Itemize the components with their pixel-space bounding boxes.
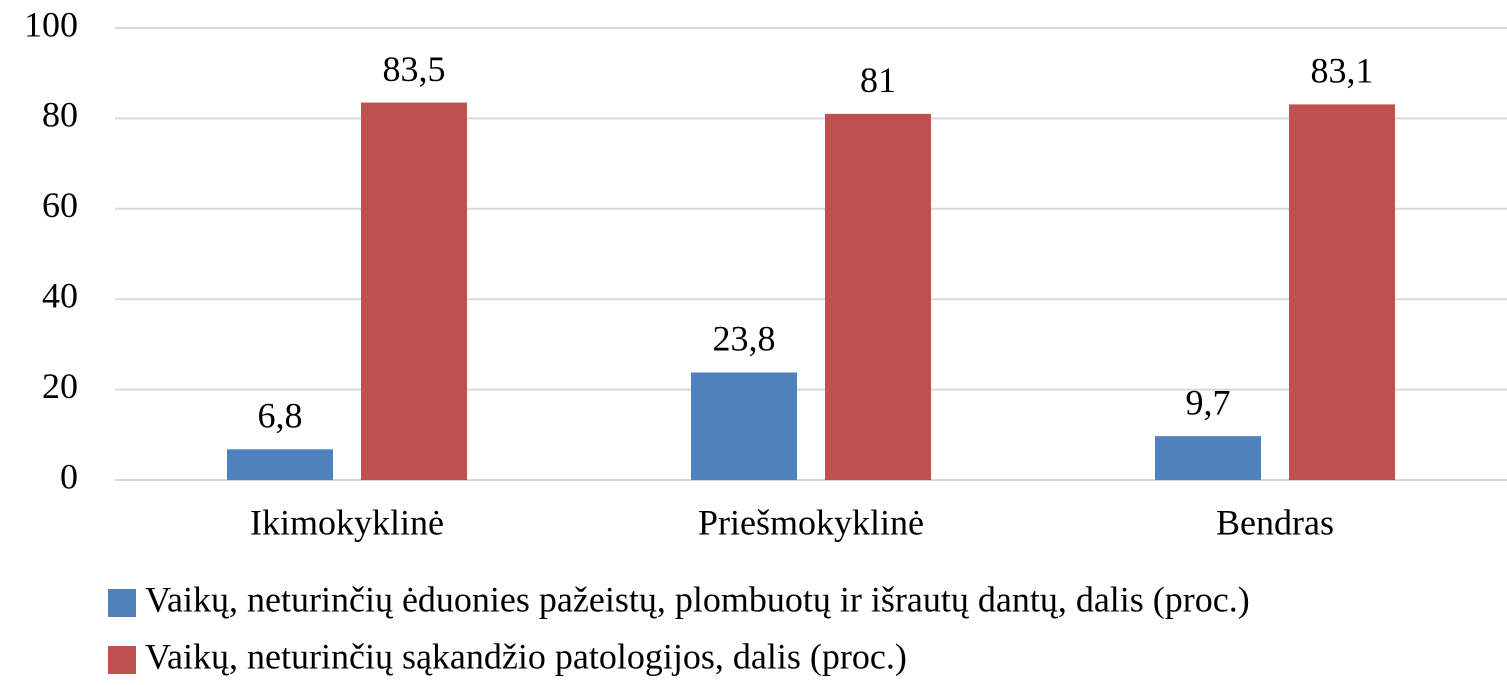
legend-label: Vaikų, neturinčių ėduonies pažeistų, plo… (145, 579, 1250, 619)
value-label: 23,8 (713, 319, 776, 359)
value-label: 81 (860, 60, 896, 100)
bar (361, 102, 467, 480)
value-label: 9,7 (1186, 382, 1231, 422)
value-label: 83,5 (383, 49, 446, 89)
legend-swatch (108, 646, 136, 674)
bar (691, 372, 797, 480)
y-tick-label: 20 (42, 366, 78, 406)
bar (1289, 104, 1395, 480)
bar (1155, 436, 1261, 480)
legend-swatch (108, 589, 136, 617)
x-tick-label: Bendras (1216, 502, 1334, 542)
value-label: 83,1 (1311, 51, 1374, 91)
x-tick-label: Ikimokyklinė (250, 502, 444, 542)
y-tick-label: 80 (42, 95, 78, 135)
y-tick-label: 100 (24, 4, 78, 44)
x-tick-label: Priešmokyklinė (698, 502, 924, 542)
bar (227, 449, 333, 480)
y-tick-label: 60 (42, 185, 78, 225)
value-label: 6,8 (258, 396, 303, 436)
bar (825, 113, 931, 480)
y-tick-label: 0 (60, 456, 78, 496)
y-tick-label: 40 (42, 275, 78, 315)
legend-label: Vaikų, neturinčių sąkandžio patologijos,… (145, 636, 907, 676)
